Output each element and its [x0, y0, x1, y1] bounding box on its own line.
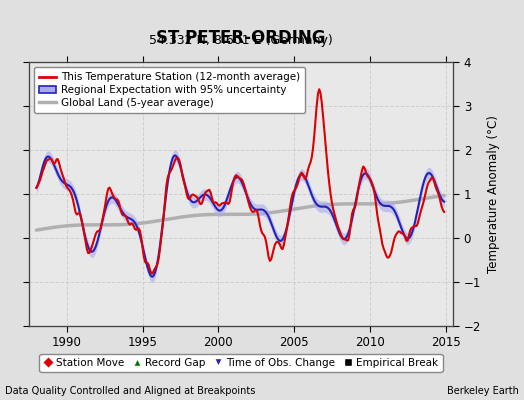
Text: Data Quality Controlled and Aligned at Breakpoints: Data Quality Controlled and Aligned at B… [5, 386, 256, 396]
Title: ST PETER-ORDING: ST PETER-ORDING [156, 28, 326, 46]
Text: Berkeley Earth: Berkeley Earth [447, 386, 519, 396]
Legend: Station Move, Record Gap, Time of Obs. Change, Empirical Break: Station Move, Record Gap, Time of Obs. C… [39, 354, 443, 372]
Text: 54.332 N, 8.601 E (Germany): 54.332 N, 8.601 E (Germany) [149, 34, 333, 48]
Y-axis label: Temperature Anomaly (°C): Temperature Anomaly (°C) [487, 115, 499, 273]
